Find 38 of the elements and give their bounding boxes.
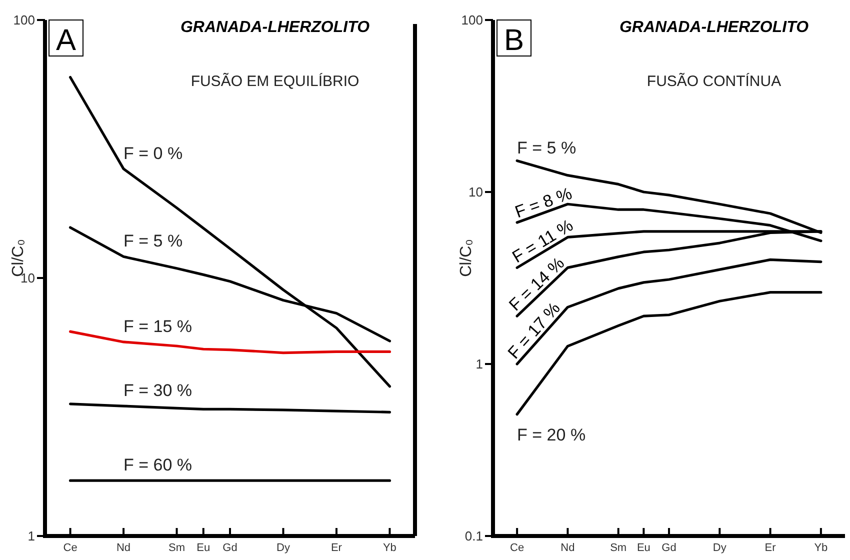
annotation: A bbox=[56, 24, 76, 57]
annotation: B bbox=[504, 24, 524, 57]
x-tick-label: Er bbox=[764, 542, 776, 554]
x-tick-label: Dy bbox=[276, 542, 290, 554]
x-tick-label: Dy bbox=[712, 542, 727, 554]
x-tick-label: Nd bbox=[116, 542, 131, 554]
y-tick-label: 100 bbox=[461, 12, 483, 28]
x-tick-label: Sm bbox=[610, 542, 627, 554]
y-axis-title: Cl/C₀ bbox=[458, 239, 475, 277]
x-tick-label: Yb bbox=[814, 542, 828, 554]
y-tick-label: 0.1 bbox=[464, 528, 483, 544]
series-label: F = 30 % bbox=[124, 381, 192, 400]
text: F = 8 % bbox=[512, 184, 574, 222]
chart-title: GRANADA-LHERZOLITO bbox=[180, 19, 370, 36]
x-tick-label: Gd bbox=[662, 542, 676, 554]
x-tick-label: Ce bbox=[63, 542, 78, 554]
y-tick-label: 1 bbox=[476, 356, 483, 372]
series-label: F = 20 % bbox=[517, 425, 586, 444]
y-tick-label: 10 bbox=[468, 184, 483, 200]
x-tick-label: Eu bbox=[636, 542, 650, 554]
series-label: F = 0 % bbox=[124, 144, 183, 163]
series-label: F = 15 % bbox=[124, 316, 192, 336]
x-tick-label: Eu bbox=[196, 542, 210, 554]
chart-title: GRANADA-LHERZOLITO bbox=[619, 19, 810, 36]
x-tick-label: Ce bbox=[510, 542, 524, 554]
series-label: F = 60 % bbox=[124, 456, 192, 475]
x-tick-label: Er bbox=[330, 542, 342, 554]
line-series bbox=[68, 402, 392, 414]
x-tick-label: Gd bbox=[222, 542, 238, 554]
y-tick-label: 1 bbox=[28, 528, 35, 544]
series-label: F = 5 % bbox=[124, 232, 183, 251]
y-tick-label: 100 bbox=[13, 12, 35, 28]
series-label: F = 5 % bbox=[517, 138, 576, 158]
x-tick-label: Nd bbox=[560, 542, 575, 554]
text: FUSÃO EM EQUILÍBRIO bbox=[190, 72, 360, 90]
x-tick-label: Sm bbox=[168, 542, 186, 554]
text: FUSÃO CONTÍNUA bbox=[646, 72, 782, 90]
x-tick-label: Yb bbox=[382, 542, 396, 554]
